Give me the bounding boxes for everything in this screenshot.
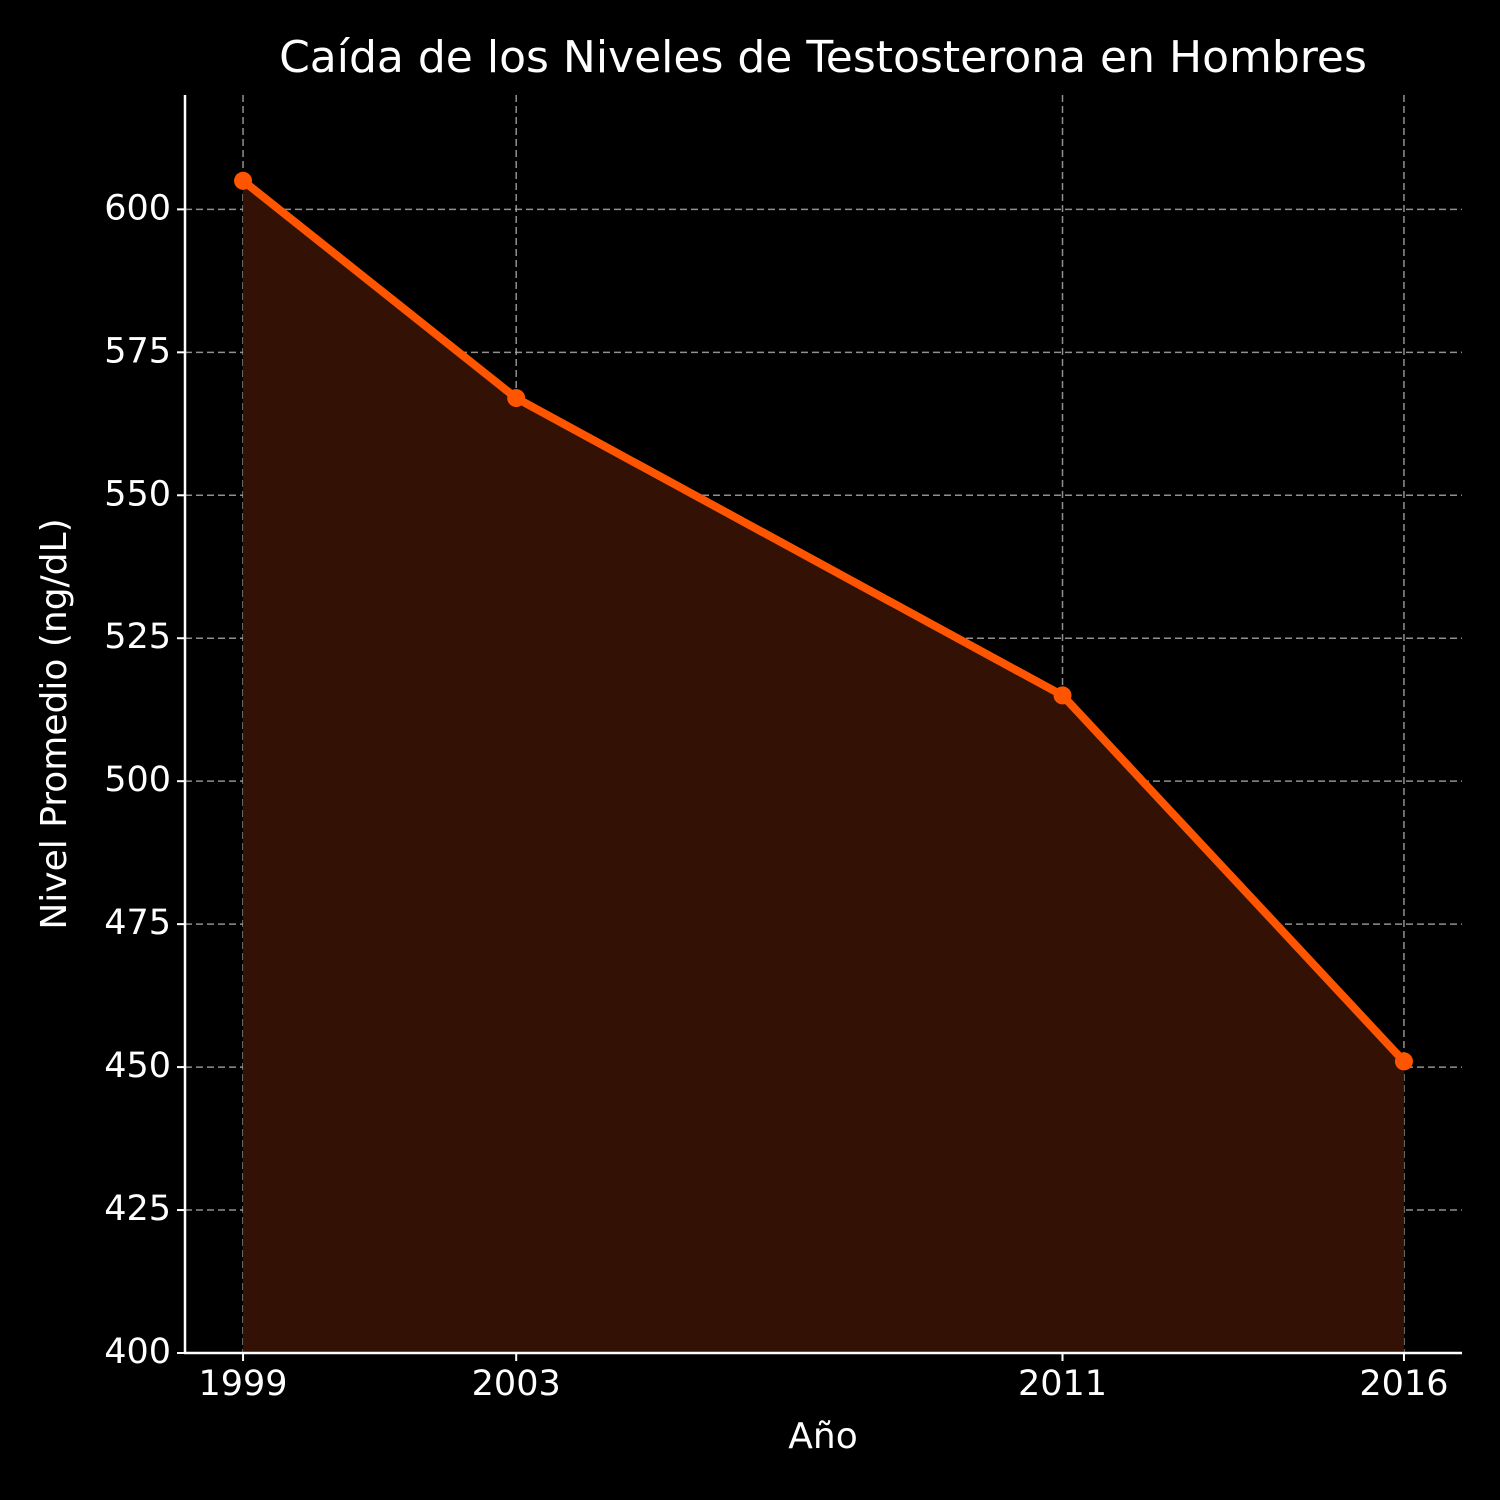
y-tick-label: 500 (104, 760, 171, 800)
y-tick-label: 475 (104, 903, 171, 943)
x-tick-label: 2003 (472, 1364, 561, 1404)
x-axis-label: Año (788, 1416, 857, 1457)
marker (1053, 686, 1072, 705)
y-tick-label: 550 (104, 474, 171, 514)
chart-title: Caída de los Niveles de Testosterona en … (279, 32, 1367, 83)
marker (507, 389, 526, 408)
y-tick-label: 525 (104, 617, 171, 657)
y-tick-label: 425 (104, 1189, 171, 1229)
x-tick-label: 2016 (1359, 1364, 1448, 1404)
y-axis-label: Nivel Promedio (ng/dL) (34, 518, 75, 929)
line (239, 176, 1408, 1066)
y-tick-label: 600 (104, 188, 171, 228)
y-tick-label: 400 (104, 1332, 171, 1372)
marker (1394, 1052, 1413, 1071)
area-fill (243, 180, 1404, 1354)
plot-area (234, 171, 1413, 1354)
x-tick-label: 2011 (1018, 1364, 1107, 1404)
x-tick-label: 1999 (199, 1364, 288, 1404)
y-tick-label: 575 (104, 331, 171, 371)
y-tick-label: 450 (104, 1046, 171, 1086)
marker (234, 171, 253, 190)
